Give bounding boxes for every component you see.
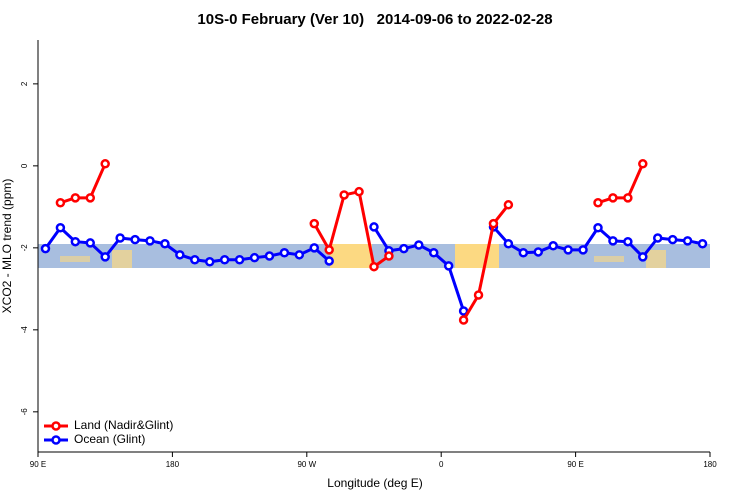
- x-tick-label: 0: [439, 460, 444, 469]
- x-tick-label: 90 E: [30, 460, 46, 469]
- point: [638, 159, 648, 169]
- point: [623, 193, 633, 203]
- point: [414, 240, 424, 250]
- point: [399, 243, 409, 254]
- point: [384, 251, 394, 261]
- point: [667, 234, 678, 245]
- point: [264, 251, 275, 261]
- point: [100, 159, 110, 169]
- point: [234, 254, 245, 265]
- point: [593, 198, 603, 208]
- point: [652, 233, 663, 243]
- point: [458, 306, 469, 316]
- x-tick-label: 90 W: [297, 460, 316, 469]
- point: [130, 234, 140, 245]
- point: [638, 252, 648, 262]
- point: [369, 261, 379, 272]
- point: [70, 193, 81, 203]
- point: [533, 247, 544, 257]
- y-tick-label: 0: [20, 163, 29, 168]
- point: [219, 254, 230, 265]
- x-tick-label: 180: [166, 460, 180, 469]
- point: [309, 218, 320, 229]
- point: [458, 315, 469, 325]
- point: [563, 245, 573, 255]
- point: [175, 250, 185, 260]
- x-tick-label: 90 E: [567, 460, 583, 469]
- point: [608, 193, 618, 203]
- x-axis-label: Longitude (deg E): [327, 476, 422, 490]
- legend-marker: [51, 435, 61, 445]
- point: [55, 223, 66, 233]
- point: [115, 233, 125, 243]
- point: [309, 243, 320, 253]
- point: [324, 245, 334, 255]
- point: [503, 238, 514, 249]
- point: [85, 238, 96, 248]
- chart-title: 10S-0 February (Ver 10) 2014-09-06 to 20…: [197, 11, 552, 28]
- point: [428, 248, 439, 258]
- point: [503, 200, 514, 210]
- point: [204, 257, 215, 267]
- y-tick-label: -2: [20, 244, 29, 252]
- point: [55, 198, 66, 208]
- point: [593, 223, 603, 233]
- y-tick-label: 2: [20, 81, 29, 86]
- point: [548, 241, 558, 251]
- series-line: [59, 163, 645, 321]
- point: [145, 236, 155, 246]
- point: [608, 236, 618, 246]
- point: [473, 290, 484, 300]
- point: [324, 256, 334, 266]
- x-tick-label: 180: [703, 460, 717, 469]
- point: [578, 245, 588, 255]
- y-tick-label: -4: [20, 326, 29, 334]
- legend-label: Ocean (Glint): [74, 432, 145, 446]
- legend-label: Land (Nadir&Glint): [74, 418, 173, 432]
- point: [40, 243, 51, 254]
- point: [294, 250, 305, 260]
- point: [190, 254, 200, 265]
- point: [488, 218, 499, 229]
- point: [339, 190, 349, 200]
- point: [369, 222, 379, 232]
- point: [443, 261, 454, 271]
- legend-marker: [51, 421, 61, 431]
- point: [518, 248, 529, 258]
- point: [623, 236, 633, 247]
- point: [160, 238, 170, 249]
- y-tick-label: -6: [20, 408, 29, 416]
- point: [682, 236, 693, 246]
- point: [697, 238, 708, 249]
- point: [85, 193, 96, 203]
- point: [100, 252, 110, 262]
- y-axis-label: XCO2 - MLO trend (ppm): [0, 179, 14, 314]
- point: [70, 236, 81, 247]
- point: [279, 248, 290, 258]
- point: [354, 186, 364, 197]
- point: [249, 252, 260, 263]
